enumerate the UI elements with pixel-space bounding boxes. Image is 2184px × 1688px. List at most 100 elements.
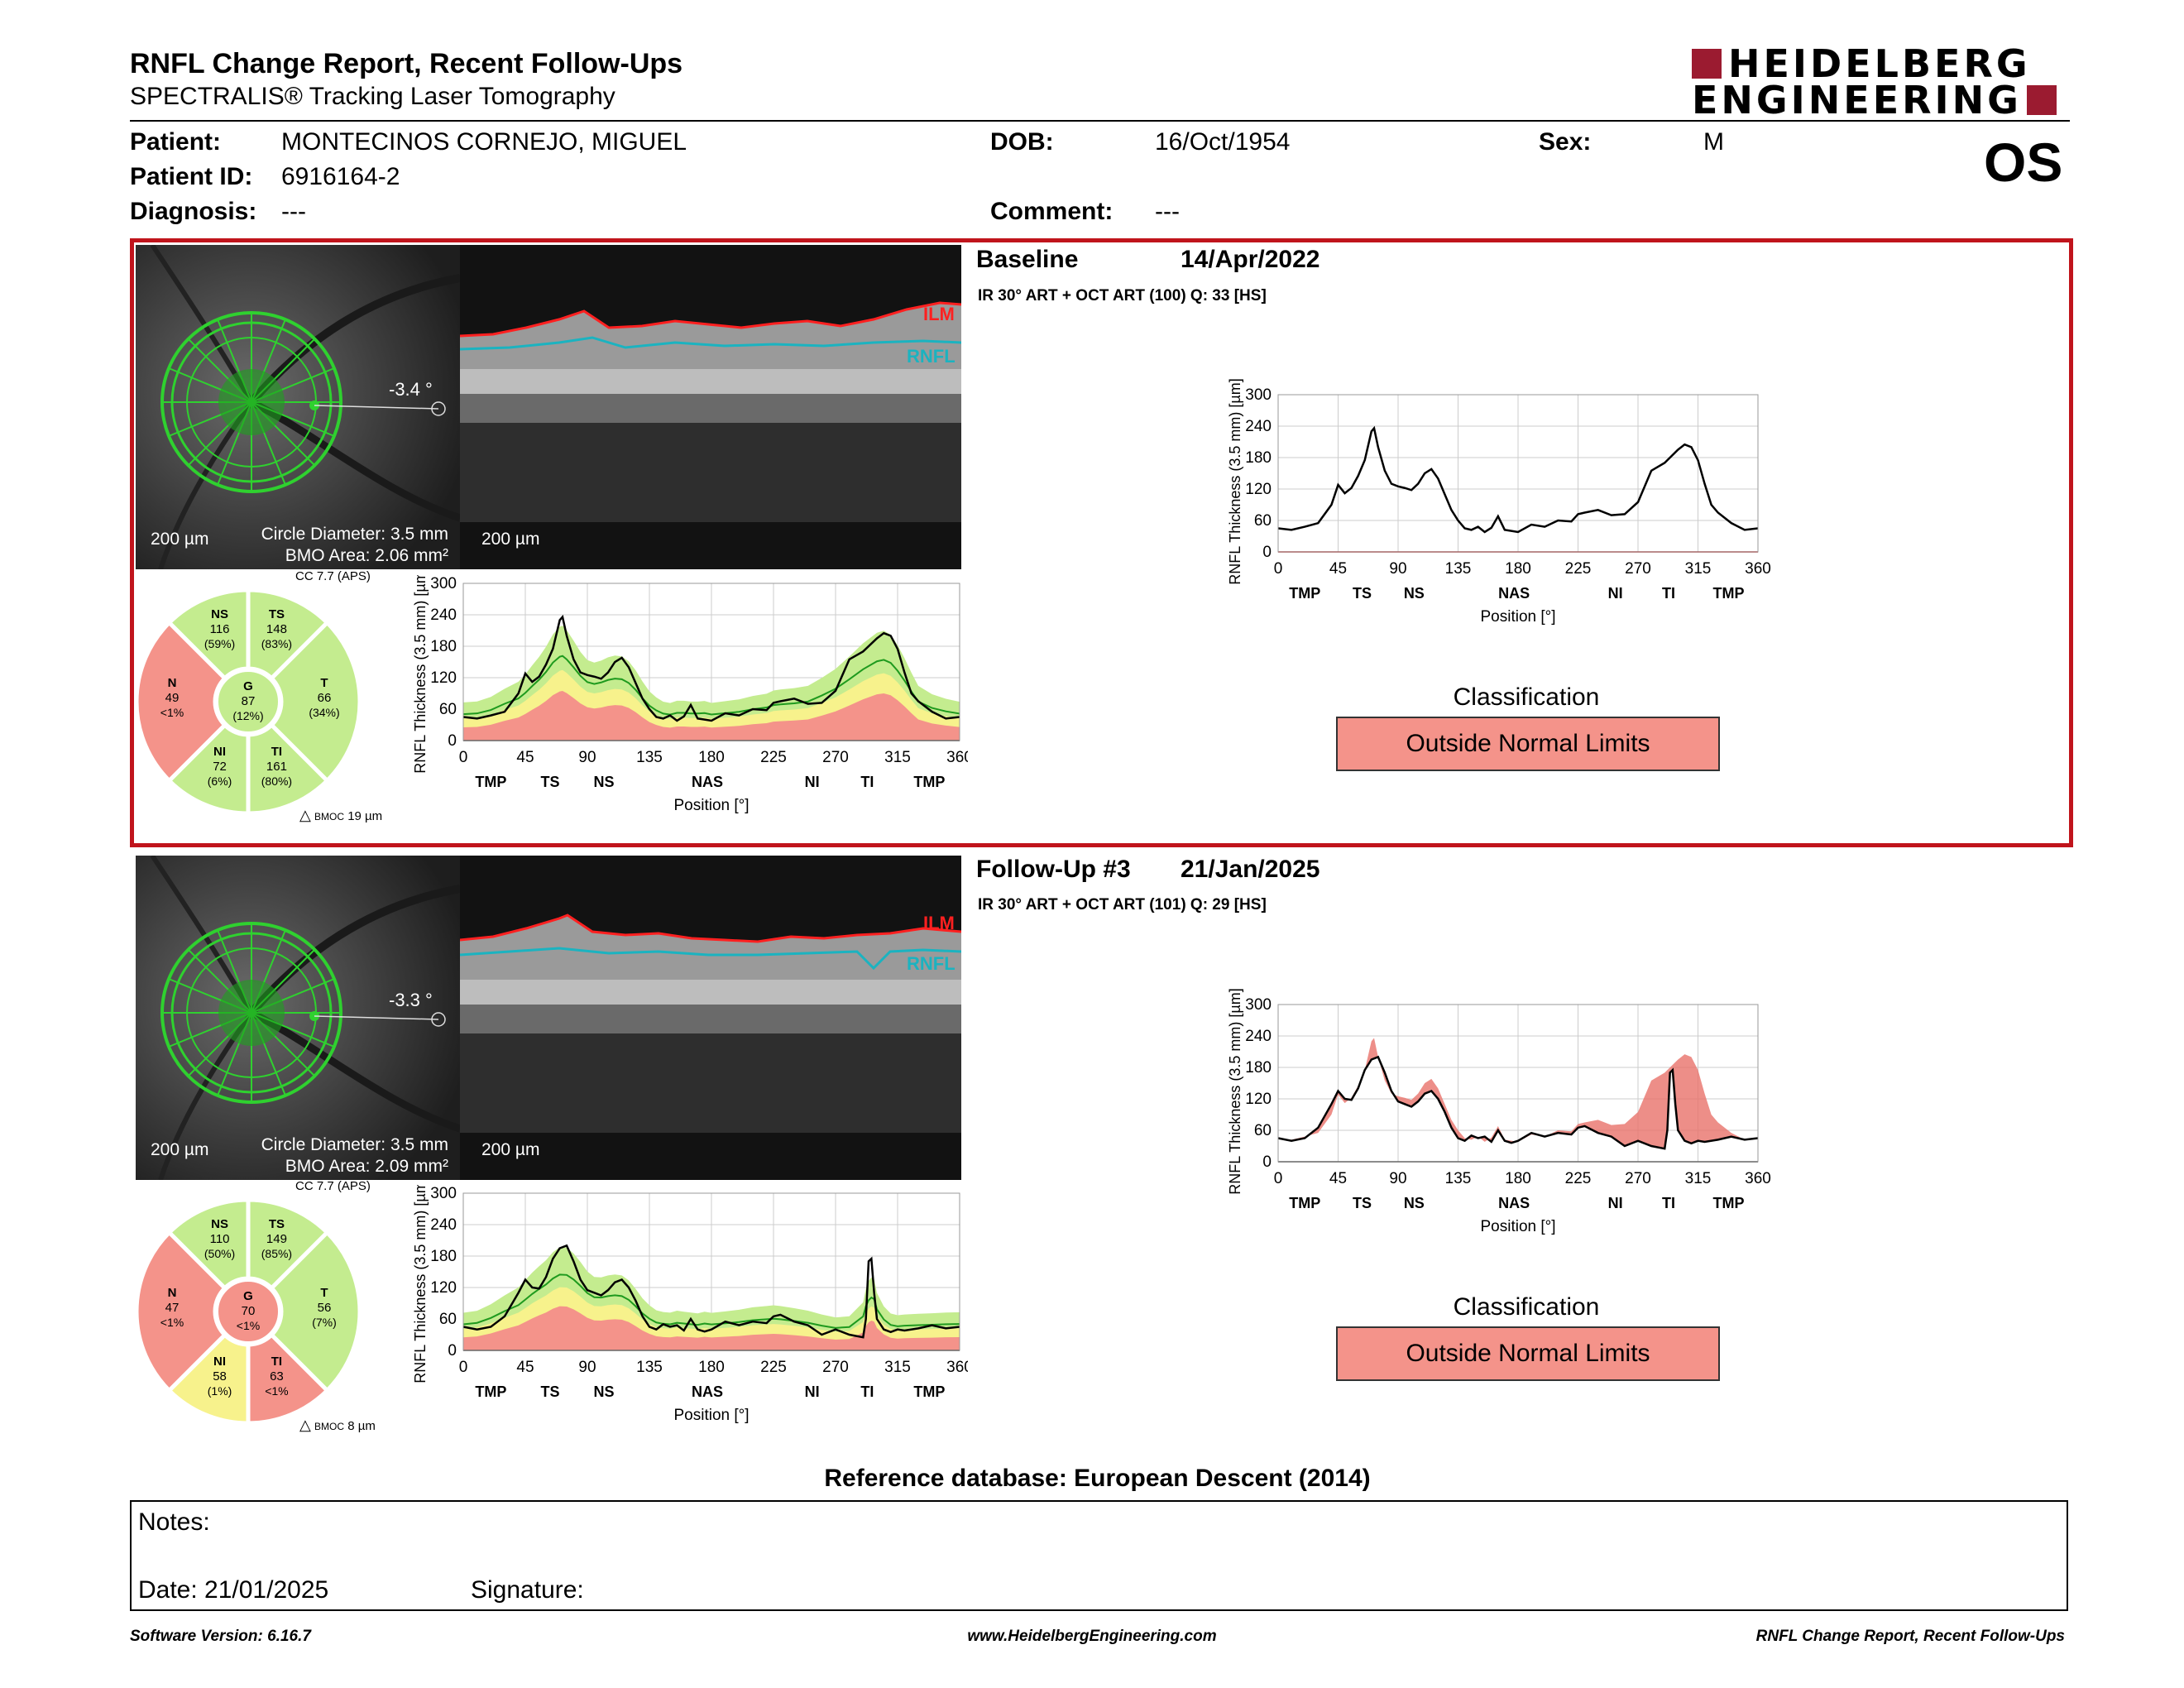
followup-series-line	[1277, 1055, 1759, 1150]
sector-n-text: 47	[165, 1301, 180, 1315]
x-tick-label: 135	[1445, 1170, 1472, 1187]
followup-acquisition: IR 30° ART + OCT ART (101) Q: 29 [HS]	[978, 896, 1267, 914]
sector-ts-text: (83%)	[261, 637, 292, 650]
sector-ti-text: <1%	[265, 1384, 288, 1398]
x-tick-label: 135	[636, 1359, 663, 1376]
sector-ts-text: 149	[266, 1232, 287, 1246]
baseline-bmoc: △ BMOC 19 µm	[299, 807, 382, 824]
y-tick-label: 300	[1245, 996, 1272, 1014]
x-tick-label: 360	[946, 749, 968, 766]
followup-ilm-label: ILM	[923, 913, 955, 933]
x-tick-label: 225	[1565, 560, 1592, 578]
y-tick-label: 300	[430, 1185, 457, 1202]
sector-axis-label: NS	[593, 1383, 614, 1400]
x-tick-label: 360	[1745, 560, 1771, 578]
logo-square-icon	[2026, 85, 2057, 115]
y-tick-label: 120	[430, 669, 457, 687]
report-subtitle: SPECTRALIS® Tracking Laser Tomography	[130, 83, 615, 110]
x-tick-label: 180	[1505, 1170, 1531, 1187]
notes-date: Date: 21/01/2025	[138, 1576, 329, 1604]
baseline-acquisition: IR 30° ART + OCT ART (100) Q: 33 [HS]	[978, 287, 1267, 305]
sector-axis-label: TS	[1353, 585, 1372, 602]
sector-axis-label: NAS	[692, 774, 723, 790]
sector-ti-text: (80%)	[261, 774, 292, 788]
x-tick-label: 315	[884, 1359, 911, 1376]
x-tick-label: 360	[1745, 1170, 1771, 1187]
sector-axis-label: NI	[805, 774, 820, 790]
outside-band	[463, 1306, 960, 1350]
profile-chart-svg: 0 45 90 135 180 225 270 315 360 0 60 120 180 240 300 TM…	[1227, 378, 1771, 626]
y-tick-label: 120	[1245, 481, 1272, 498]
series-line	[462, 614, 960, 722]
dob: 16/Oct/1954	[1155, 128, 1291, 156]
sector-ts-text: (85%)	[261, 1247, 292, 1260]
sector-g-text: G	[243, 1289, 253, 1303]
sector-axis-label: TI	[1662, 1195, 1675, 1211]
baseline-normative-chart: 0 45 90 135 180 225 270 315 360 0 60 120 180 240 300 TM…	[385, 567, 973, 836]
sector-ti-text: 63	[270, 1369, 284, 1383]
x-tick-label: 225	[760, 1359, 787, 1376]
oct-svg	[460, 856, 961, 1180]
baseline-classification-box: Outside Normal Limits	[1336, 717, 1720, 771]
followup-fundus-image	[136, 856, 460, 1180]
eye-indicator: OS	[1984, 132, 2063, 193]
y-axis-label: RNFL Thickness (3.5 mm) [µm]	[412, 575, 429, 774]
report-title: RNFL Change Report, Recent Follow-Ups	[130, 48, 683, 79]
baseline-profile-chart: 0 45 90 135 180 225 270 315 360 0 60 120 180 240 300 TM…	[1191, 376, 1803, 654]
y-axis-label: RNFL Thickness (3.5 mm) [µm]	[1227, 378, 1243, 584]
followup-profile-chart: 0 45 90 135 180 225 270 315 360 0 60 120 180 240 300 TM…	[1191, 986, 1803, 1264]
sector-g	[215, 669, 281, 735]
patient-id-label: Patient ID:	[130, 163, 253, 190]
patient-id: 6916164-2	[281, 163, 400, 190]
loss-area	[1278, 1038, 1758, 1149]
y-tick-label: 0	[448, 1342, 457, 1360]
plot-frame	[1277, 394, 1759, 553]
bmoc-value: 8 µm	[347, 1419, 376, 1433]
x-tick-label: 0	[1274, 560, 1283, 578]
y-tick-label: 0	[1262, 1153, 1272, 1171]
footer-software-version: Software Version: 6.16.7	[130, 1628, 311, 1645]
delta-icon: △	[299, 807, 311, 823]
sector-t-text: 56	[318, 1301, 332, 1315]
followup-angle: -3.3 °	[389, 990, 433, 1010]
x-axis-label: Position [°]	[1480, 1218, 1555, 1235]
baseline-classification-label: Classification	[1453, 683, 1600, 711]
brand-logo-line2: ENGINEERING	[1692, 81, 2057, 119]
sector-axis-label: TI	[860, 774, 874, 790]
sector-axis-label: NAS	[1498, 1195, 1530, 1211]
diagnosis: ---	[281, 198, 306, 225]
sector-ts-text: TS	[269, 607, 285, 621]
x-tick-label: 135	[1445, 560, 1472, 578]
sector-axis-label: TS	[540, 1383, 559, 1400]
series-line	[1277, 425, 1759, 534]
sector-ts-text: TS	[269, 1217, 285, 1231]
followup-circle-diameter: Circle Diameter: 3.5 mm	[261, 1135, 448, 1154]
plot-frame	[462, 1192, 960, 1351]
normative-chart-svg: 0 45 90 135 180 225 270 315 360 0 60 120 180 240 300 TM…	[412, 567, 973, 814]
bmoc-label: BMOC	[314, 1421, 345, 1432]
baseline-oct-scale: 200 µm	[481, 530, 540, 549]
y-tick-label: 0	[448, 732, 457, 750]
sector-axis-label: NS	[1404, 585, 1425, 602]
sex: M	[1703, 128, 1724, 156]
x-tick-label: 90	[1389, 1170, 1406, 1187]
notes-box[interactable]: Notes: Date: 21/01/2025 Signature:	[130, 1500, 2068, 1611]
x-axis-label: Position [°]	[1480, 608, 1555, 626]
sector-axis-label: NI	[1608, 1195, 1623, 1211]
sector-t-text: T	[320, 1286, 328, 1300]
y-tick-label: 240	[1245, 418, 1272, 435]
x-tick-label: 315	[1685, 560, 1712, 578]
y-tick-label: 0	[1262, 544, 1272, 561]
x-axis-label: Position [°]	[673, 1407, 749, 1424]
y-tick-label: 240	[430, 1216, 457, 1234]
sector-ti-text: TI	[271, 1355, 282, 1369]
footer-website[interactable]: www.HeidelbergEngineering.com	[967, 1628, 1217, 1645]
sector-ni-text: NI	[213, 745, 226, 759]
oct-svg	[460, 245, 961, 569]
followup-oct-bscan	[460, 856, 961, 1180]
baseline-cc: CC 7.7 (APS)	[295, 569, 371, 583]
sector-axis-label: TS	[1353, 1195, 1372, 1211]
followup-title: Follow-Up #3	[976, 856, 1131, 883]
y-tick-label: 240	[430, 607, 457, 624]
